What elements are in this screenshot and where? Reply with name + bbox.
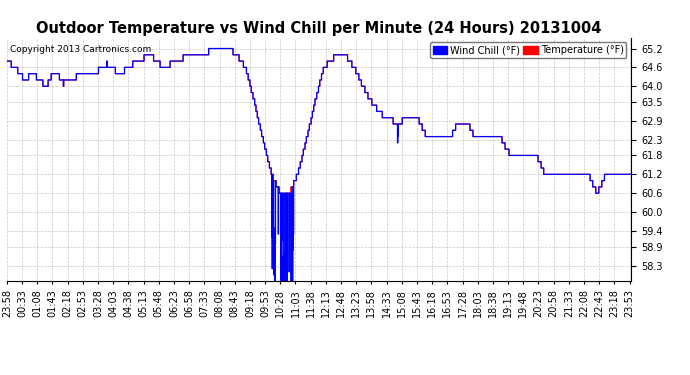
Text: Copyright 2013 Cartronics.com: Copyright 2013 Cartronics.com bbox=[10, 45, 151, 54]
Title: Outdoor Temperature vs Wind Chill per Minute (24 Hours) 20131004: Outdoor Temperature vs Wind Chill per Mi… bbox=[37, 21, 602, 36]
Legend: Wind Chill (°F), Temperature (°F): Wind Chill (°F), Temperature (°F) bbox=[430, 42, 627, 58]
